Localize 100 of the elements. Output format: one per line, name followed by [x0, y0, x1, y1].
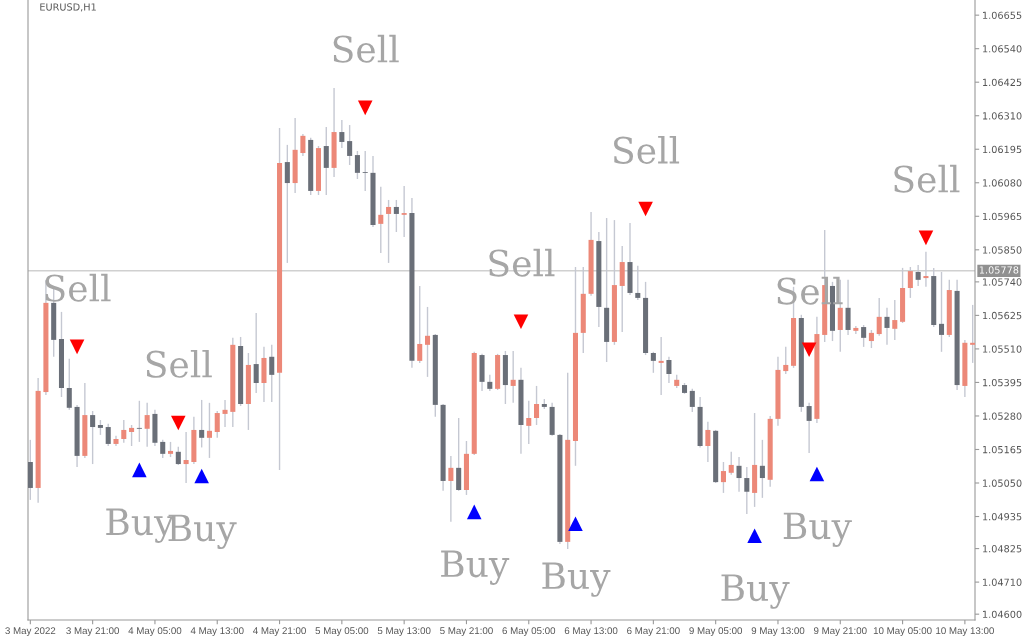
candlestick	[284, 144, 290, 264]
point	[568, 516, 583, 532]
x-tick-label: 9 May 13:00	[751, 627, 805, 637]
candlestick	[759, 439, 765, 499]
x-tick-label: 4 May 13:00	[190, 627, 244, 637]
x-tick-label: 5 May 05:00	[315, 627, 369, 637]
point	[69, 339, 85, 355]
candlestick	[510, 350, 516, 404]
x-tick-label: 4 May 21:00	[253, 627, 306, 637]
candlestick	[783, 346, 789, 375]
candlestick	[136, 400, 142, 443]
y-tick-label: 1.05850	[983, 246, 1022, 254]
candlestick	[222, 399, 228, 428]
candlestick	[417, 285, 423, 364]
point	[801, 342, 817, 358]
candlestick	[868, 329, 874, 349]
data-label: Sell	[146, 349, 212, 378]
x-tick-label: 9 May 21:00	[813, 627, 867, 637]
y-tick-label: 1.06080	[983, 179, 1022, 187]
candlestick	[456, 417, 462, 492]
candlestick	[876, 297, 882, 337]
y-tick-label: 1.05510	[983, 345, 1022, 353]
candlestick	[323, 126, 329, 196]
data-label: Sell	[333, 34, 399, 63]
y-tick-label: 1.06310	[983, 112, 1022, 120]
candlestick	[354, 150, 360, 180]
point	[918, 230, 934, 246]
point	[809, 466, 825, 482]
data-label: Sell	[45, 273, 111, 302]
y-tick-label: 1.05740	[983, 278, 1022, 286]
data-label: Sell	[489, 248, 555, 277]
y-tick-label: 1.04935	[983, 513, 1022, 521]
y-tick-label: 1.05280	[983, 412, 1022, 420]
y-tick-label: 1.05165	[983, 445, 1022, 454]
chart-title: EURUSD,H1	[40, 3, 96, 12]
candlestick	[66, 358, 72, 411]
candlestick	[689, 388, 695, 413]
point	[357, 100, 373, 116]
candlestick	[744, 466, 750, 515]
point	[171, 415, 186, 431]
x-tick-label: 4 May 05:00	[128, 627, 182, 637]
candlestick	[720, 461, 726, 494]
candlestick	[339, 119, 345, 149]
y-tick-label: 1.04710	[983, 578, 1022, 586]
x-tick-label: 3 May 2022	[5, 627, 56, 637]
candlestick	[845, 279, 851, 336]
data-label: Sell	[894, 164, 960, 193]
x-tick-label: 6 May 13:00	[564, 627, 618, 637]
candlestick	[362, 150, 368, 192]
candlestick	[160, 439, 166, 459]
candlestick	[650, 351, 656, 374]
candlestick	[175, 446, 181, 466]
candlestick	[121, 419, 127, 444]
y-tick-label: 1.04600	[983, 610, 1022, 618]
data-label: Buy	[542, 562, 611, 597]
point	[194, 468, 209, 484]
candlestick	[728, 451, 734, 476]
y-tick-label: 1.05050	[983, 479, 1022, 487]
candlestick	[144, 402, 150, 448]
x-tick-label: 10 May 05:00	[873, 627, 932, 637]
candlestick	[214, 410, 220, 439]
candlestick	[206, 402, 212, 459]
x-tick-label: 5 May 21:00	[440, 627, 493, 637]
candlestick	[534, 385, 540, 426]
ref-line-label: 1.05778	[979, 266, 1019, 274]
candlestick	[199, 399, 205, 449]
candlestick	[736, 456, 742, 493]
x-tick-label: 9 May 05:00	[689, 627, 743, 637]
point	[466, 504, 482, 520]
y-tick-label: 1.05965	[983, 212, 1022, 221]
candlestick	[90, 410, 96, 465]
candlestick	[853, 325, 859, 335]
candlestick	[386, 199, 392, 264]
candlestick	[892, 299, 898, 341]
y-tick-label: 1.04825	[983, 545, 1022, 553]
candlestick	[253, 312, 259, 394]
x-tick-label: 6 May 05:00	[502, 627, 556, 637]
x-tick-label: 5 May 13:00	[377, 627, 431, 637]
point	[638, 201, 653, 217]
point	[513, 314, 529, 330]
y-tick-label: 1.06540	[983, 45, 1022, 53]
x-tick-label: 10 May 13:00	[936, 627, 994, 637]
candlestick	[884, 307, 890, 346]
candlestick	[861, 324, 867, 348]
y-tick-label: 1.05625	[983, 311, 1022, 320]
candlestick	[393, 199, 399, 233]
candlestick	[526, 400, 532, 445]
candlestick	[183, 431, 189, 484]
x-tick-label: 3 May 21:00	[66, 627, 120, 637]
data-label: Buy	[783, 512, 852, 547]
candlestick	[300, 133, 306, 157]
candlestick	[401, 185, 407, 238]
candlestick	[129, 424, 135, 447]
data-label: Buy	[441, 550, 510, 585]
candlestick	[269, 344, 275, 403]
point	[747, 528, 762, 544]
y-tick-label: 1.06655	[983, 11, 1022, 19]
candlestick	[806, 402, 812, 454]
data-label: Buy	[721, 574, 790, 609]
candlestick	[666, 356, 672, 384]
